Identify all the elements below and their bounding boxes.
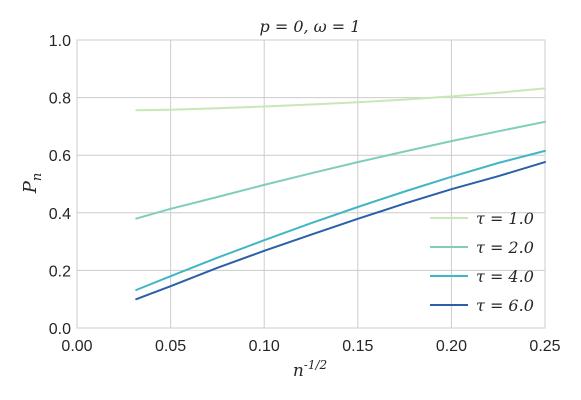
x-tick-label: 0.20 (436, 338, 467, 355)
legend-label: τ = 1.0 (476, 209, 534, 228)
plot-frame (76, 39, 546, 329)
y-tick-label: 0.4 (49, 206, 71, 223)
series-line-1 (135, 87, 546, 112)
y-tick-label: 1.0 (49, 33, 71, 50)
y-tick-label: 0.0 (49, 321, 71, 338)
legend-label: τ = 2.0 (476, 238, 534, 257)
legend-label: τ = 6.0 (476, 296, 534, 315)
tick-labels: 0.00 0.05 0.10 0.15 0.20 0.25 0.0 0.2 0.4 0.6 0.8 1… (49, 33, 561, 355)
series-lines (135, 87, 546, 301)
x-tick-label: 0.00 (61, 338, 92, 355)
legend-label: τ = 4.0 (476, 267, 534, 286)
y-tick-label: 0.2 (49, 263, 71, 280)
legend: τ = 1.0 τ = 2.0 τ = 4.0 τ = 6.0 (430, 209, 534, 315)
y-axis-label: Pn (20, 173, 45, 195)
x-tick-label: 0.10 (249, 338, 280, 355)
series-line-2 (135, 120, 546, 220)
x-axis-label: n-1/2 (293, 358, 327, 381)
series-line-3 (135, 149, 546, 291)
x-tick-label: 0.25 (529, 338, 560, 355)
chart-title: p = 0, ω = 1 (260, 17, 361, 36)
y-tick-label: 0.8 (49, 91, 71, 108)
series-line-4 (135, 161, 546, 301)
y-tick-label: 0.6 (49, 148, 71, 165)
x-tick-label: 0.15 (342, 338, 373, 355)
x-tick-label: 0.05 (155, 338, 186, 355)
